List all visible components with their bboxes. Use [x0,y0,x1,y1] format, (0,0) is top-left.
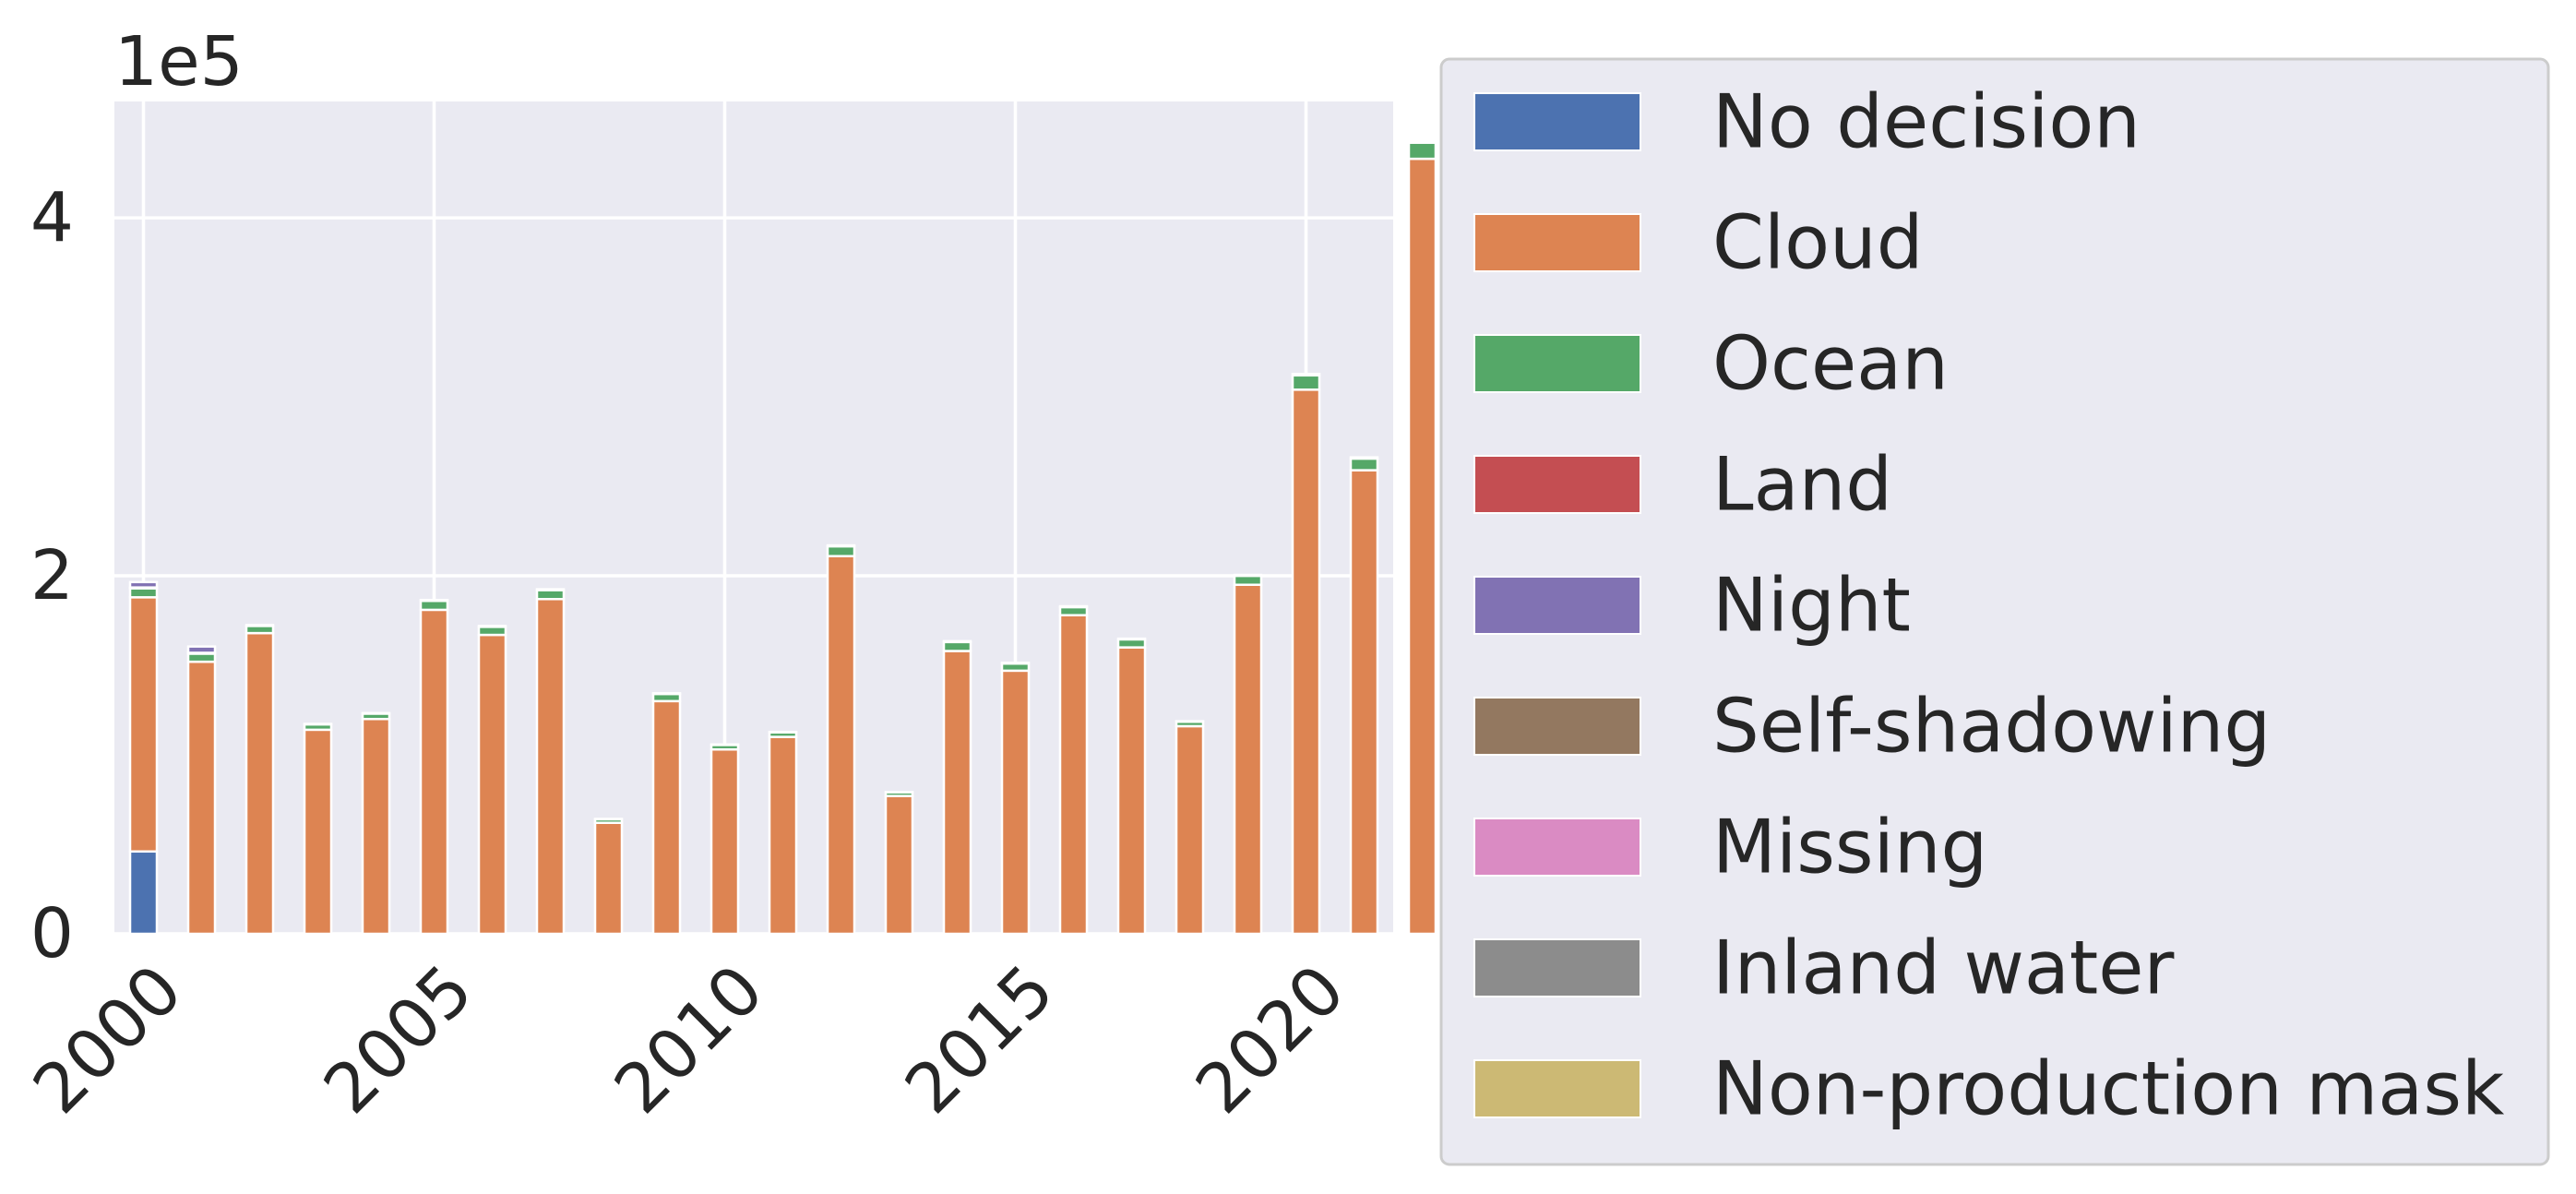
bar-land-2012 [826,543,856,548]
bar-ocean-2000 [128,587,159,599]
bar-cloud-2016 [1058,614,1089,936]
y-tick-label: 4 [30,178,74,257]
bar-ocean-2019 [1233,574,1263,586]
bar-land-2005 [419,598,449,603]
legend-frame [1439,57,2550,1166]
bar-cloud-2000 [128,596,159,854]
bar-cloud-2015 [1000,669,1031,936]
bars [128,139,1437,936]
legend-swatch-cloud [1473,213,1641,272]
legend-label-night: Night [1712,563,1911,649]
bar-land-2016 [1058,604,1089,609]
legend-label-inland-water: Inland water [1712,925,2175,1011]
legend-label-missing: Missing [1712,805,1987,890]
y-tick-labels: 0 2 4 [30,178,74,973]
bar-no-decision-2000 [128,850,159,936]
legend-swatch-ocean [1473,334,1641,393]
x-tick-labels: 2000 2005 2010 2015 2020 [18,950,1360,1129]
bar-cloud-2017 [1116,646,1147,936]
bar-cloud-2001 [186,660,217,936]
bar-cloud-2020 [1291,388,1321,936]
legend-swatch-missing [1473,818,1641,877]
legend-swatch-land [1473,455,1641,514]
y-tick-label: 2 [30,536,74,615]
x-tick-label: 2015 [890,950,1069,1129]
bar-ocean-2014 [942,640,972,652]
bar-cloud-2011 [768,735,798,936]
bar-land-2010 [710,743,740,746]
bar-cloud-2004 [361,717,391,936]
legend-label-cloud: Cloud [1712,200,1924,286]
legend-swatch-inland-water [1473,938,1641,997]
bar-land-2006 [477,625,507,628]
bar-land-2019 [1233,573,1263,578]
bar-cloud-2002 [244,631,275,936]
bar-cloud-2018 [1175,724,1205,936]
bar-night-2000 [128,580,159,589]
bar-night-2001 [186,645,217,654]
bar-ocean-2017 [1116,638,1147,649]
x-tick-label: 2020 [1181,950,1360,1129]
legend-swatch-night [1473,576,1641,635]
y-tick-label: 0 [30,894,74,973]
bar-ocean-2016 [1058,605,1089,616]
legend-swatch-non-production-mask [1473,1059,1641,1118]
bar-ocean-2020 [1291,374,1321,391]
bar-cloud-2008 [593,821,624,936]
bar-ocean-2006 [477,626,507,637]
bar-cloud-2014 [942,650,972,936]
bar-cloud-2021 [1349,469,1379,936]
bar-cloud-2013 [884,794,914,936]
bar-ocean-2001 [186,652,217,663]
legend-label-no-decision: No decision [1712,79,2141,165]
legend-label-non-production-mask: Non-production mask [1712,1046,2505,1132]
bar-land-2009 [651,692,682,696]
bar-ocean-2021 [1349,457,1379,472]
bar-ocean-2005 [419,599,449,612]
bar-land-2007 [535,588,566,591]
bar-ocean-2012 [826,544,856,557]
y-offset-text: 1e5 [114,22,244,101]
legend-swatch-no-decision [1473,92,1641,151]
x-tick-label: 2010 [600,950,779,1129]
bar-cloud-2005 [419,608,449,936]
legend-label-land: Land [1712,442,1892,528]
bar-land-2002 [244,624,275,627]
bar-cloud-2006 [477,633,507,936]
bar-cloud-2012 [826,555,856,936]
x-tick-label: 2000 [18,950,197,1129]
bar-land-2004 [361,711,391,715]
bar-cloud-2019 [1233,583,1263,936]
bar-land-2021 [1349,456,1379,460]
bar-land-2003 [303,722,333,726]
bar-land-2014 [942,639,972,644]
legend-swatch-self-shadowing [1473,697,1641,756]
bar-cloud-2010 [710,747,740,936]
bar-cloud-2009 [651,699,682,936]
x-tick-label: 2005 [309,950,488,1129]
bar-land-2011 [768,730,798,734]
legend: No decision Cloud Ocean Land Night Self-shado… [1439,57,2550,1166]
legend-label-ocean: Ocean [1712,321,1949,407]
bar-land-2020 [1291,372,1321,377]
legend-label-self-shadowing: Self-shadowing [1712,684,2271,770]
bar-cloud-2003 [303,728,333,936]
bar-ocean-2007 [535,589,566,601]
bar-cloud-2022 [1407,157,1437,936]
bar-ocean-2022 [1407,141,1437,161]
bar-cloud-2007 [535,598,566,936]
bar-land-2022 [1407,139,1437,144]
